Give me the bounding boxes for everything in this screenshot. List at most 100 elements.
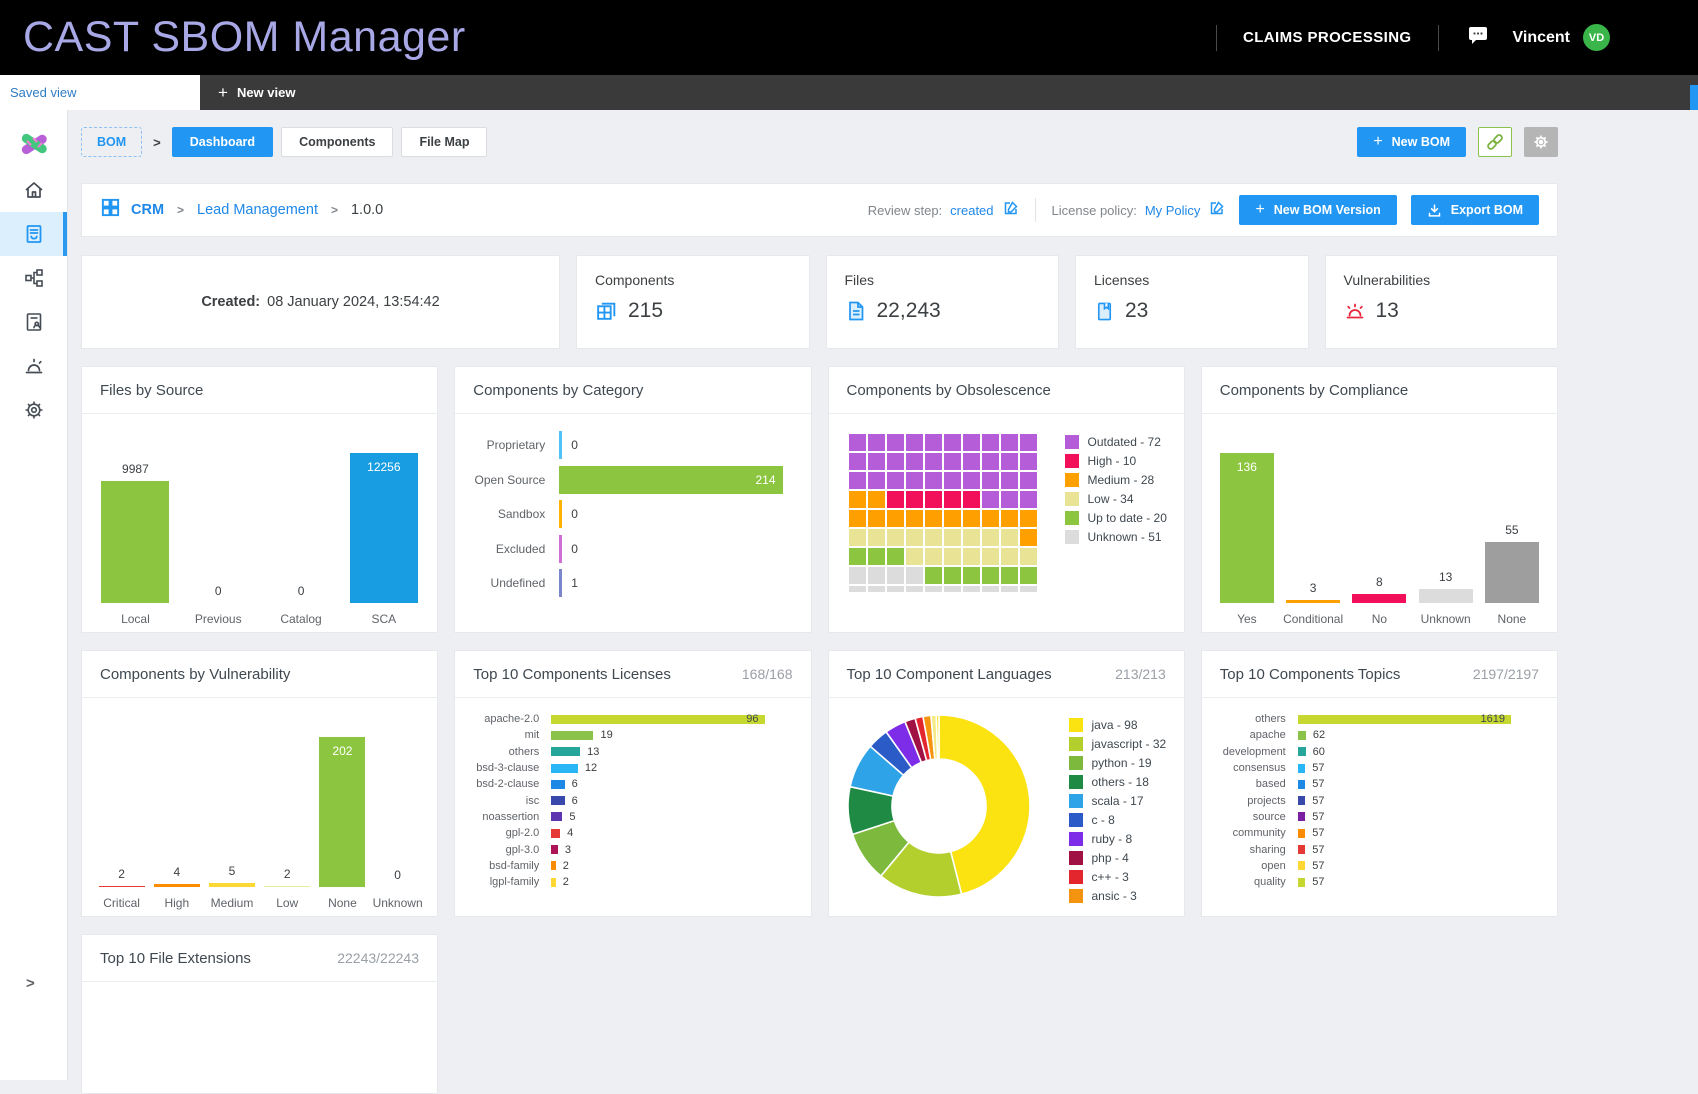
bar-value: 57 xyxy=(1312,844,1324,856)
bar-value: 5 xyxy=(569,811,575,823)
bar xyxy=(1298,829,1306,838)
waffle-cell xyxy=(1001,434,1018,451)
tab-components[interactable]: Components xyxy=(281,127,393,157)
stats-row: Created: 08 January 2024, 13:54:42 Compo… xyxy=(81,255,1558,349)
tab-new-view[interactable]: + New view xyxy=(218,75,295,110)
bar xyxy=(1298,747,1306,756)
legend-swatch xyxy=(1069,794,1083,808)
tab-dashboard[interactable]: Dashboard xyxy=(172,127,273,157)
axis-label: Critical xyxy=(103,896,140,913)
bar-track: 57 xyxy=(1298,796,1543,806)
bar-track: 60 xyxy=(1298,747,1543,757)
waffle-cell xyxy=(963,529,980,546)
axis-label: apache xyxy=(1210,729,1298,741)
stat-label: Vulnerabilities xyxy=(1344,272,1558,288)
avatar[interactable]: VD xyxy=(1583,24,1610,51)
sidebar-item-home[interactable] xyxy=(0,168,67,212)
new-bom-button[interactable]: + New BOM xyxy=(1357,127,1466,157)
bar-track: 3 xyxy=(551,845,796,855)
tab-saved-view[interactable]: Saved view xyxy=(0,75,200,110)
bom-button[interactable]: BOM xyxy=(81,127,142,157)
chat-icon[interactable] xyxy=(1467,24,1489,51)
divider xyxy=(1216,25,1217,51)
link-button[interactable] xyxy=(1478,127,1512,157)
bar xyxy=(551,829,560,838)
bar-value: 2 xyxy=(563,876,569,888)
axis-label: isc xyxy=(463,795,551,807)
axis-label: None xyxy=(328,896,357,913)
bar-value: 13 xyxy=(1439,570,1452,584)
sidebar-item-license-report[interactable] xyxy=(0,300,67,344)
edit-license-policy-icon[interactable] xyxy=(1209,200,1225,221)
bar xyxy=(154,884,200,887)
waffle-cell xyxy=(925,491,942,508)
axis-label: projects xyxy=(1210,795,1298,807)
bar-track: 12 xyxy=(551,763,796,773)
bar xyxy=(559,535,562,563)
components-by-obsolescence-card: Components by Obsolescence Outdated - 72… xyxy=(828,366,1185,633)
sidebar-item-settings[interactable] xyxy=(0,388,67,432)
axis-label: bsd-2-clause xyxy=(463,778,551,790)
bar-track: 1619 xyxy=(1298,714,1543,724)
waffle-cell xyxy=(925,529,942,546)
axis-label: Undefined xyxy=(463,576,559,590)
dna-logo-icon[interactable] xyxy=(0,110,67,168)
waffle-cell xyxy=(944,510,961,527)
sidebar-item-hierarchy[interactable] xyxy=(0,256,67,300)
axis-label: quality xyxy=(1210,876,1298,888)
tab-file-map[interactable]: File Map xyxy=(401,127,487,157)
axis-label: Local xyxy=(121,612,150,629)
bar xyxy=(1298,878,1306,887)
bar xyxy=(551,731,593,740)
stat-label: Components xyxy=(595,272,809,288)
waffle-cell xyxy=(868,548,885,565)
edit-review-step-icon[interactable] xyxy=(1003,200,1019,221)
settings-button[interactable] xyxy=(1524,127,1558,157)
plus-icon: + xyxy=(1373,133,1382,151)
axis-label: Low xyxy=(276,896,298,913)
export-bom-button[interactable]: Export BOM xyxy=(1411,195,1539,225)
legend-label: javascript - 32 xyxy=(1092,737,1167,751)
plus-icon: + xyxy=(1255,201,1264,219)
waffle-cell xyxy=(887,548,904,565)
chart-title: Top 10 Components Topics xyxy=(1220,666,1401,683)
panel-edge xyxy=(1690,85,1698,110)
stat-value: 23 xyxy=(1125,299,1148,323)
axis-label: gpl-2.0 xyxy=(463,827,551,839)
sidebar-item-bom-dashboard[interactable] xyxy=(0,212,67,256)
user-name[interactable]: Vincent xyxy=(1513,29,1571,47)
waffle-cell xyxy=(963,453,980,470)
breadcrumb-app[interactable]: CRM xyxy=(131,202,164,218)
axis-label: open xyxy=(1210,860,1298,872)
sidebar-item-alerts[interactable] xyxy=(0,344,67,388)
bar-value: 0 xyxy=(571,507,578,521)
new-bom-version-button[interactable]: + New BOM Version xyxy=(1239,195,1396,225)
axis-label: noassertion xyxy=(463,811,551,823)
waffle-cell xyxy=(925,453,942,470)
bar-value: 0 xyxy=(394,868,401,882)
waffle-cell xyxy=(849,453,866,470)
chart-title: Components by Vulnerability xyxy=(100,666,290,683)
waffle-cell xyxy=(982,434,999,451)
waffle-cell xyxy=(849,567,866,584)
review-step-value[interactable]: created xyxy=(950,203,993,218)
license-policy-value[interactable]: My Policy xyxy=(1145,203,1201,218)
waffle-cell xyxy=(1020,586,1037,592)
breadcrumb-module[interactable]: Lead Management xyxy=(197,202,318,218)
bar-value: 5 xyxy=(229,864,236,878)
axis-label: others xyxy=(463,746,551,758)
waffle-cell xyxy=(982,548,999,565)
legend-swatch xyxy=(1069,718,1083,732)
waffle-cell xyxy=(944,491,961,508)
donut-chart xyxy=(845,712,1033,900)
sidebar-expand-button[interactable]: > xyxy=(26,975,35,992)
bar-track: 13 xyxy=(551,747,796,757)
